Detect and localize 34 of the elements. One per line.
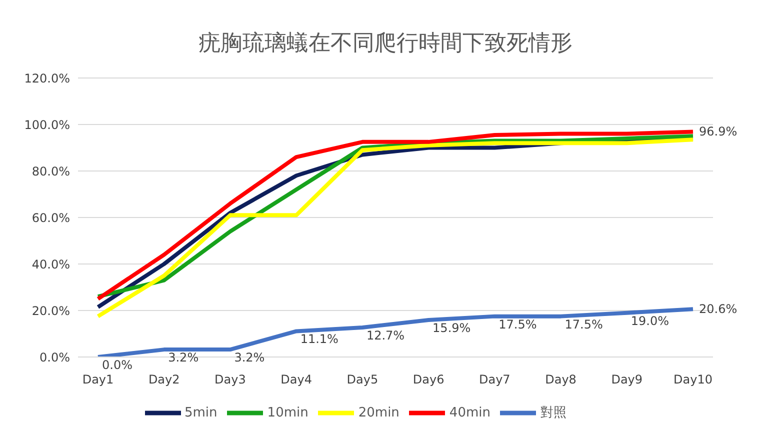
y-tick-label: 40.0% bbox=[32, 257, 70, 272]
x-tick-label: Day7 bbox=[478, 372, 510, 387]
x-tick-label: Day8 bbox=[545, 372, 576, 387]
data-label: 17.5% bbox=[564, 317, 603, 332]
x-tick-label: Day2 bbox=[148, 372, 180, 387]
data-label: 19.0% bbox=[630, 314, 670, 328]
data-label: 20.6% bbox=[699, 302, 738, 316]
chart-title: 疣胸琉璃蟻在不同爬行時間下致死情形 bbox=[198, 30, 574, 58]
x-tick-label: Day3 bbox=[214, 372, 246, 387]
data-label: 17.5% bbox=[498, 317, 537, 332]
x-tick-label: Day9 bbox=[611, 372, 643, 387]
x-tick-label: Day5 bbox=[346, 372, 378, 387]
y-tick-label: 80.0% bbox=[32, 164, 70, 178]
y-tick-label: 0.0% bbox=[40, 350, 70, 364]
data-label: 3.2% bbox=[168, 350, 199, 365]
y-tick-label: 20.0% bbox=[32, 304, 70, 318]
data-label: 15.9% bbox=[432, 321, 471, 336]
legend-label: 5min bbox=[184, 406, 218, 421]
data-label: 11.1% bbox=[300, 332, 338, 346]
data-label: 0.0% bbox=[102, 358, 132, 372]
legend-label: 20min bbox=[358, 406, 400, 421]
y-tick-label: 60.0% bbox=[32, 210, 70, 225]
data-label: 3.2% bbox=[234, 350, 265, 365]
data-label: 96.9% bbox=[699, 124, 738, 139]
legend-label: 40min bbox=[449, 406, 490, 421]
x-tick-label: Day10 bbox=[674, 372, 712, 387]
y-tick-label: 100.0% bbox=[24, 118, 70, 132]
legend-label: 對照 bbox=[540, 406, 566, 421]
legend-label: 10min bbox=[267, 406, 308, 421]
data-label: 12.7% bbox=[366, 328, 405, 342]
y-tick-label: 120.0% bbox=[24, 71, 70, 86]
x-tick-label: Day6 bbox=[412, 372, 444, 387]
x-tick-label: Day1 bbox=[82, 372, 114, 387]
x-tick-label: Day4 bbox=[280, 372, 312, 387]
